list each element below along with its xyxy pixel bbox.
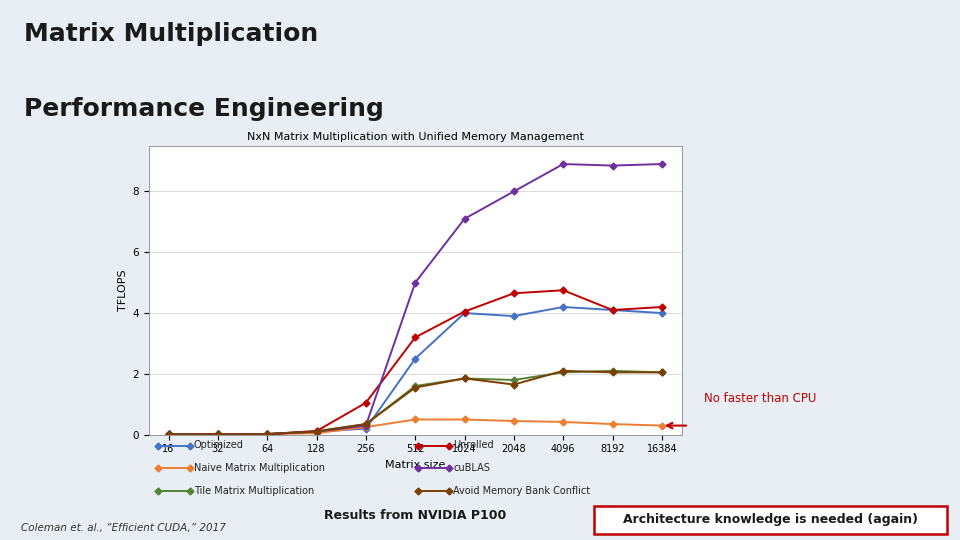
Title: NxN Matrix Multiplication with Unified Memory Management: NxN Matrix Multiplication with Unified M… <box>247 132 584 142</box>
Avoid Memory Bank Conflict <box>558 368 569 374</box>
cuBLAS <box>558 161 569 167</box>
Text: Architecture knowledge is needed (again): Architecture knowledge is needed (again) <box>623 513 918 526</box>
Unrolled <box>409 334 420 341</box>
Avoid Memory Bank Conflict <box>409 384 420 391</box>
Optimized <box>261 431 273 437</box>
cuBLAS <box>459 215 470 222</box>
Naive Matrix Multiplication <box>311 430 323 436</box>
Tile Matrix Multiplication <box>459 375 470 382</box>
Text: Optimized: Optimized <box>194 441 244 450</box>
Line: Avoid Memory Bank Conflict: Avoid Memory Bank Conflict <box>166 368 664 437</box>
Naive Matrix Multiplication <box>212 431 224 437</box>
Text: Results from NVIDIA P100: Results from NVIDIA P100 <box>324 509 506 522</box>
Y-axis label: TFLOPS: TFLOPS <box>118 269 129 311</box>
Unrolled <box>311 428 323 434</box>
Text: Avoid Memory Bank Conflict: Avoid Memory Bank Conflict <box>453 486 590 496</box>
cuBLAS <box>163 431 175 437</box>
Naive Matrix Multiplication <box>163 431 175 437</box>
Text: Naive Matrix Multiplication: Naive Matrix Multiplication <box>194 463 324 473</box>
Unrolled <box>656 303 667 310</box>
Avoid Memory Bank Conflict <box>163 431 175 437</box>
cuBLAS <box>508 188 519 194</box>
Naive Matrix Multiplication <box>261 431 273 437</box>
Optimized <box>558 303 569 310</box>
Naive Matrix Multiplication <box>409 416 420 423</box>
Optimized <box>360 426 372 432</box>
Text: cuBLAS: cuBLAS <box>453 463 490 473</box>
Optimized <box>656 310 667 316</box>
Avoid Memory Bank Conflict <box>656 369 667 376</box>
Optimized <box>409 355 420 362</box>
Tile Matrix Multiplication <box>212 431 224 437</box>
Optimized <box>459 310 470 316</box>
Unrolled <box>558 287 569 294</box>
Line: Optimized: Optimized <box>166 305 664 437</box>
Tile Matrix Multiplication <box>508 377 519 383</box>
Text: Matrix Multiplication: Matrix Multiplication <box>24 22 319 45</box>
Text: Unrolled: Unrolled <box>453 441 493 450</box>
Tile Matrix Multiplication <box>261 431 273 437</box>
Avoid Memory Bank Conflict <box>360 421 372 427</box>
Naive Matrix Multiplication <box>607 421 618 427</box>
Avoid Memory Bank Conflict <box>212 431 224 437</box>
Avoid Memory Bank Conflict <box>459 375 470 382</box>
Line: Unrolled: Unrolled <box>166 288 664 437</box>
Tile Matrix Multiplication <box>311 428 323 434</box>
Naive Matrix Multiplication <box>459 416 470 423</box>
Naive Matrix Multiplication <box>558 418 569 425</box>
Unrolled <box>360 400 372 406</box>
Unrolled <box>508 290 519 296</box>
cuBLAS <box>607 163 618 169</box>
X-axis label: Matrix size: Matrix size <box>385 460 445 470</box>
Tile Matrix Multiplication <box>409 383 420 389</box>
Avoid Memory Bank Conflict <box>607 369 618 376</box>
Unrolled <box>459 308 470 315</box>
Text: Coleman et. al., “Efficient CUDA,” 2017: Coleman et. al., “Efficient CUDA,” 2017 <box>21 523 226 533</box>
Optimized <box>607 307 618 313</box>
Unrolled <box>163 431 175 437</box>
Avoid Memory Bank Conflict <box>261 431 273 437</box>
Avoid Memory Bank Conflict <box>311 428 323 435</box>
Naive Matrix Multiplication <box>508 418 519 424</box>
Tile Matrix Multiplication <box>163 431 175 437</box>
Tile Matrix Multiplication <box>360 421 372 427</box>
cuBLAS <box>360 422 372 429</box>
Tile Matrix Multiplication <box>558 369 569 376</box>
cuBLAS <box>212 431 224 437</box>
cuBLAS <box>656 161 667 167</box>
Naive Matrix Multiplication <box>656 422 667 429</box>
Optimized <box>508 313 519 319</box>
Text: No faster than CPU: No faster than CPU <box>704 392 816 405</box>
Text: Performance Engineering: Performance Engineering <box>24 97 384 121</box>
Avoid Memory Bank Conflict <box>508 381 519 388</box>
Tile Matrix Multiplication <box>656 369 667 376</box>
Line: cuBLAS: cuBLAS <box>166 161 664 437</box>
Optimized <box>212 431 224 437</box>
cuBLAS <box>311 428 323 435</box>
Unrolled <box>212 431 224 437</box>
Optimized <box>311 428 323 435</box>
Unrolled <box>607 307 618 313</box>
Text: Tile Matrix Multiplication: Tile Matrix Multiplication <box>194 486 314 496</box>
cuBLAS <box>409 279 420 286</box>
Line: Naive Matrix Multiplication: Naive Matrix Multiplication <box>166 417 664 437</box>
Naive Matrix Multiplication <box>360 424 372 430</box>
Unrolled <box>261 431 273 437</box>
cuBLAS <box>261 431 273 437</box>
Optimized <box>163 431 175 437</box>
Tile Matrix Multiplication <box>607 368 618 374</box>
Line: Tile Matrix Multiplication: Tile Matrix Multiplication <box>166 368 664 437</box>
